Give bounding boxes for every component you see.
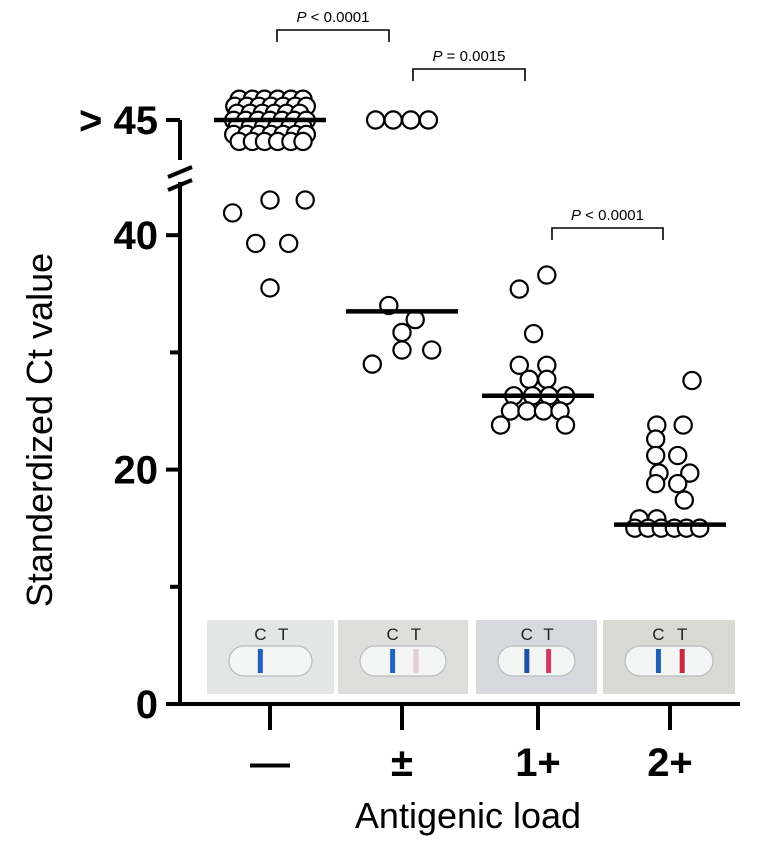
data-point xyxy=(392,340,412,360)
data-point xyxy=(668,445,688,466)
data-point xyxy=(690,518,710,538)
data-point xyxy=(260,278,280,298)
data-point xyxy=(392,322,412,343)
significance-bracket xyxy=(276,29,390,42)
p-value: < 0.0001 xyxy=(581,207,644,224)
data-point xyxy=(537,369,557,390)
data-point xyxy=(418,110,439,130)
data-point xyxy=(295,190,315,210)
data-point xyxy=(260,190,280,210)
data-point xyxy=(523,323,544,344)
data-point xyxy=(680,463,700,483)
strip-window xyxy=(359,645,447,677)
y-tick-label: 20 xyxy=(114,449,159,493)
y-tick-label: 40 xyxy=(114,214,159,258)
significance-bracket xyxy=(551,227,664,240)
p-value-label: P = 0.0015 xyxy=(433,48,506,65)
p-symbol: P xyxy=(433,48,443,65)
control-line xyxy=(655,649,661,673)
data-point xyxy=(519,369,539,390)
p-symbol: P xyxy=(297,9,307,26)
data-point xyxy=(555,415,576,435)
control-line xyxy=(524,649,530,673)
control-line xyxy=(390,649,396,673)
strip-c-label: C xyxy=(521,625,533,644)
data-point xyxy=(365,110,386,130)
control-line xyxy=(257,649,263,673)
data-point xyxy=(533,401,554,421)
p-value: < 0.0001 xyxy=(307,9,370,26)
axis-break-mark xyxy=(167,178,193,192)
data-point xyxy=(422,340,442,360)
test-line xyxy=(413,649,419,673)
strip-t-label: T xyxy=(677,625,687,644)
data-points xyxy=(222,89,710,538)
median-lines xyxy=(214,117,726,527)
p-value-label: P < 0.0001 xyxy=(571,207,644,224)
data-point xyxy=(401,110,421,130)
strip-window xyxy=(624,645,714,677)
y-axis-title: Standerdized Ct value xyxy=(19,253,60,607)
y-tick-label: > 45 xyxy=(79,99,158,143)
axes: 0 20 40 > 45 — ±1+ 2+ xyxy=(79,99,740,785)
x-category-label: — xyxy=(250,741,290,785)
data-point xyxy=(222,203,243,223)
data-point xyxy=(245,233,266,254)
data-point xyxy=(646,473,666,494)
data-point xyxy=(646,429,666,449)
p-symbol: P xyxy=(571,207,581,224)
p-value: = 0.0015 xyxy=(443,48,506,65)
x-category-label: 2+ xyxy=(647,741,693,785)
strip-c-label: C xyxy=(254,625,266,644)
data-point xyxy=(509,355,529,375)
data-point xyxy=(682,370,702,391)
data-point xyxy=(362,354,382,374)
data-point xyxy=(674,490,695,510)
significance-bracket xyxy=(412,68,526,81)
strip-window xyxy=(228,645,313,677)
data-point xyxy=(668,473,688,494)
test-line xyxy=(546,649,552,673)
x-axis-title: Antigenic load xyxy=(355,795,581,836)
x-category-label: 1+ xyxy=(515,741,561,785)
data-point xyxy=(673,415,693,435)
x-category-label: ± xyxy=(391,741,413,785)
data-point xyxy=(383,110,403,130)
data-point xyxy=(537,265,557,285)
y-tick-label: 0 xyxy=(136,683,158,727)
strip-t-label: T xyxy=(543,625,553,644)
data-point xyxy=(509,279,529,299)
test-line xyxy=(679,649,685,673)
data-point xyxy=(279,233,299,254)
data-point xyxy=(293,131,313,152)
data-point xyxy=(646,445,666,466)
strip-window xyxy=(497,645,576,677)
strip-t-label: T xyxy=(278,625,288,644)
axis-break-mark xyxy=(167,165,193,179)
strip-t-label: T xyxy=(411,625,421,644)
data-point xyxy=(490,415,511,435)
strip-c-label: C xyxy=(652,625,664,644)
data-point xyxy=(517,401,537,421)
p-value-label: P < 0.0001 xyxy=(297,9,370,26)
strip-c-label: C xyxy=(386,625,398,644)
